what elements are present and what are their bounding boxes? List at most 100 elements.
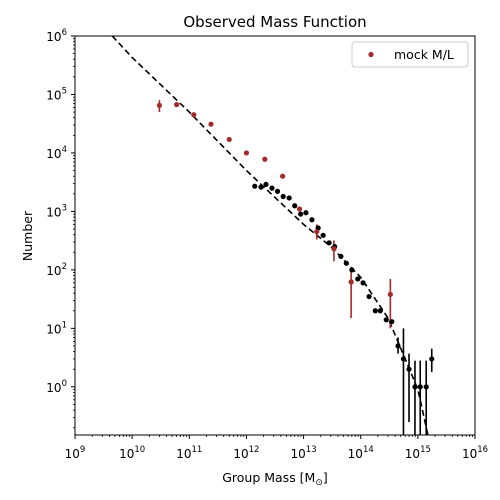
y-tick-label: 105 xyxy=(46,86,67,102)
y-tick-label: 101 xyxy=(46,320,67,336)
data-point-mock xyxy=(296,206,303,212)
x-tick-base: 10 xyxy=(291,447,306,461)
data-point-observed xyxy=(326,240,332,246)
data-point-mock xyxy=(191,112,197,118)
data-point-observed xyxy=(383,317,389,323)
y-tick-exponent: 4 xyxy=(62,145,67,155)
x-tick-base: 10 xyxy=(65,447,80,461)
y-tick-label: 102 xyxy=(46,262,67,278)
y-tick-base: 10 xyxy=(46,322,61,336)
x-tick-label: 1015 xyxy=(405,445,431,461)
y-tick-exponent: 2 xyxy=(62,262,67,272)
x-tick-label: 1012 xyxy=(233,445,259,461)
data-point-mock xyxy=(280,173,286,179)
legend-marker-mock xyxy=(368,51,374,58)
y-tick-label: 103 xyxy=(46,203,67,219)
x-axis-title-subscript: ⊙ xyxy=(315,478,323,488)
x-tick-exponent: 9 xyxy=(80,445,85,455)
y-axis-title: Number xyxy=(20,210,35,261)
data-point-observed xyxy=(309,217,315,223)
data-point-mock xyxy=(314,229,320,235)
data-point-observed xyxy=(395,343,401,349)
data-point-mock xyxy=(208,121,214,127)
y-tick-base: 10 xyxy=(46,147,61,161)
data-point-observed xyxy=(377,308,383,314)
data-point-mock xyxy=(387,291,393,298)
data-point-observed xyxy=(274,188,281,194)
x-tick-base: 10 xyxy=(176,447,191,461)
x-tick-label: 1013 xyxy=(291,445,317,461)
data-point-mock xyxy=(243,150,250,156)
x-tick-label: 1016 xyxy=(462,445,488,461)
data-point-observed xyxy=(429,356,435,362)
data-point-observed xyxy=(292,203,298,209)
legend-box xyxy=(351,41,469,68)
y-tick-label: 104 xyxy=(46,145,67,161)
x-tick-exponent: 14 xyxy=(363,445,374,455)
x-tick-label: 1011 xyxy=(176,445,202,461)
data-point-mock xyxy=(174,102,180,108)
y-tick-base: 10 xyxy=(46,205,61,219)
point-layer xyxy=(156,102,435,390)
data-point-observed xyxy=(355,276,361,282)
plot-frame xyxy=(74,35,476,436)
data-point-observed xyxy=(412,384,418,390)
data-point-observed xyxy=(252,183,258,189)
x-tick-label: 1010 xyxy=(119,445,145,461)
y-tick-exponent: 0 xyxy=(62,379,67,389)
y-tick-exponent: 5 xyxy=(62,86,67,96)
data-point-observed xyxy=(343,260,349,266)
x-tick-base: 10 xyxy=(348,447,363,461)
data-point-mock xyxy=(262,156,268,162)
data-point-observed xyxy=(338,253,344,260)
data-point-observed xyxy=(258,184,264,190)
data-point-observed xyxy=(280,193,286,200)
y-tick-base: 10 xyxy=(46,381,61,395)
data-point-mock xyxy=(156,102,163,109)
data-point-observed xyxy=(372,308,378,314)
data-point-observed xyxy=(400,356,407,362)
data-point-observed xyxy=(286,195,292,201)
x-tick-label: 109 xyxy=(65,445,86,461)
data-point-observed xyxy=(417,384,423,390)
data-point-observed xyxy=(366,293,372,300)
data-point-observed xyxy=(269,185,275,191)
x-tick-exponent: 15 xyxy=(420,445,431,455)
y-tick-label: 106 xyxy=(46,28,67,44)
x-axis-title-close: ] xyxy=(323,470,328,485)
data-point-mock xyxy=(348,279,354,285)
data-point-observed xyxy=(406,366,412,372)
x-axis-title: Group Mass [M⊙] xyxy=(222,470,328,488)
x-tick-label: 1014 xyxy=(348,445,374,461)
legend-label-mock: mock M/L xyxy=(394,47,454,62)
x-tick-base: 10 xyxy=(462,447,477,461)
data-point-observed xyxy=(298,211,304,217)
x-tick-exponent: 13 xyxy=(306,445,317,455)
x-tick-base: 10 xyxy=(405,447,420,461)
legend: mock M/L xyxy=(351,41,469,68)
data-point-mock xyxy=(226,136,232,143)
data-point-observed xyxy=(423,384,429,390)
y-tick-label: 100 xyxy=(46,379,67,395)
x-tick-exponent: 10 xyxy=(134,445,145,455)
y-tick-base: 10 xyxy=(46,30,61,44)
data-point-observed xyxy=(349,267,355,273)
data-point-mock xyxy=(331,246,337,252)
x-tick-exponent: 16 xyxy=(477,445,488,455)
y-tick-exponent: 6 xyxy=(62,28,67,38)
y-tick-base: 10 xyxy=(46,264,61,278)
data-point-observed xyxy=(263,181,269,187)
data-point-observed xyxy=(360,280,366,286)
errorbar-layer xyxy=(158,100,433,435)
y-tick-base: 10 xyxy=(46,88,61,102)
x-axis-title-main: Group Mass [M xyxy=(222,470,315,485)
data-point-observed xyxy=(303,210,309,216)
y-tick-exponent: 3 xyxy=(62,203,67,213)
x-tick-base: 10 xyxy=(233,447,248,461)
x-tick-exponent: 12 xyxy=(249,445,260,455)
x-tick-exponent: 11 xyxy=(192,445,203,455)
data-point-observed xyxy=(389,319,395,325)
x-axis-ticks: 109 1010 1011 1012 1013 1014 1015 1016 xyxy=(65,435,488,461)
